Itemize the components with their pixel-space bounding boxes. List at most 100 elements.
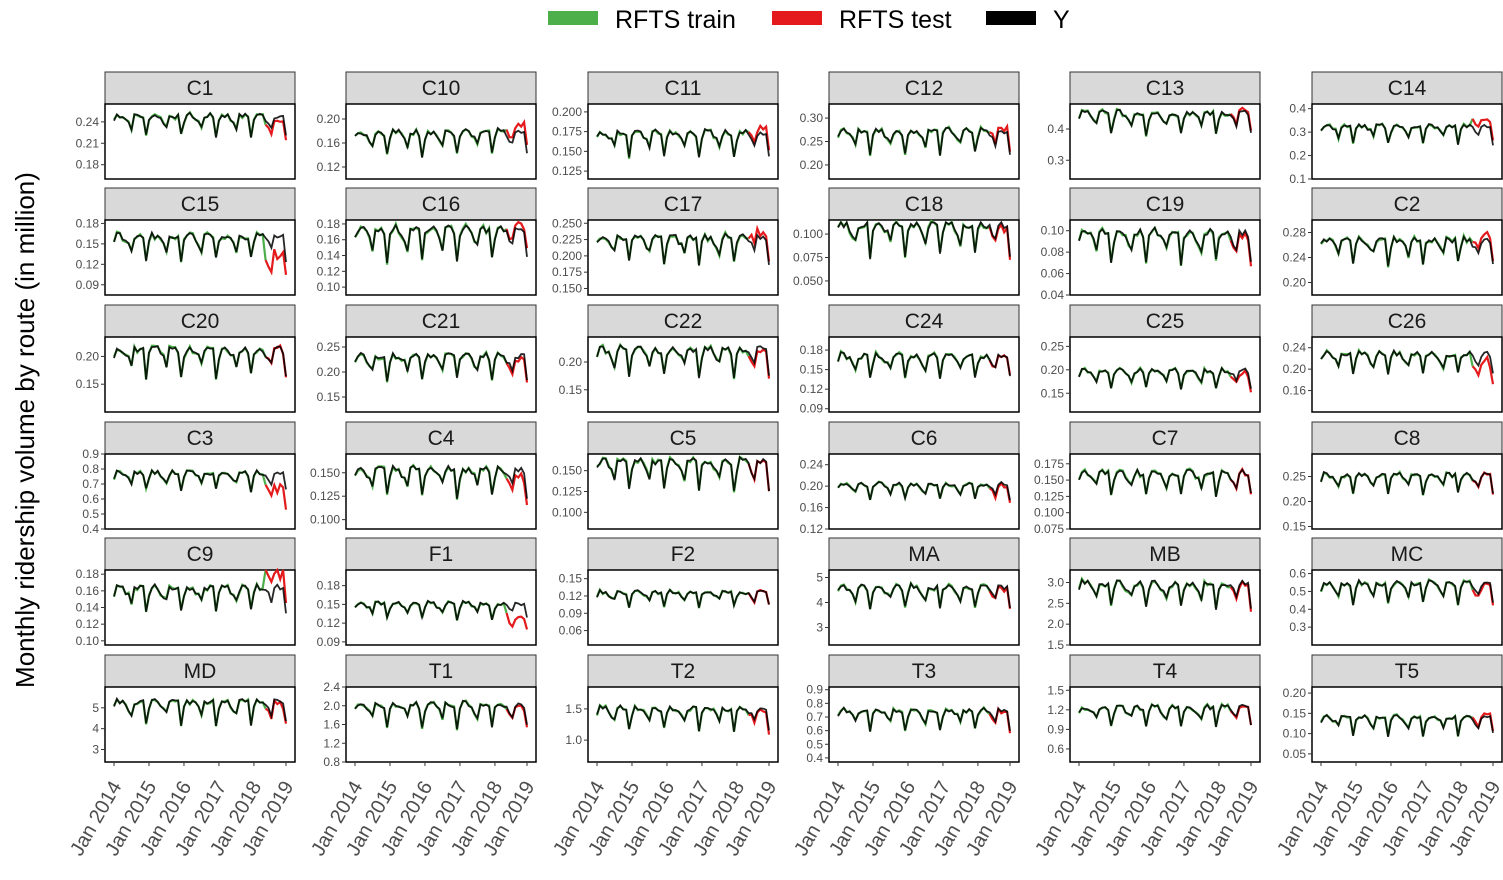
panel-plot-area: [587, 453, 779, 530]
panel-mb: MB 1.5 2.0 2.5 3.0: [1047, 537, 1261, 652]
panel-c11: C11 0.125 0.150 0.175 0.200: [552, 71, 779, 180]
y-tick-label: 0.18: [800, 343, 824, 357]
panel-c9: C9 0.10 0.12 0.14 0.16 0.18: [76, 537, 296, 648]
y-tick-label: 0.175: [1034, 457, 1064, 471]
y-tick-label: 0.20: [317, 365, 341, 379]
panel-title: C22: [664, 310, 703, 333]
series-y: [596, 703, 770, 732]
series-y: [113, 468, 287, 493]
panel-c26: C26 0.16 0.20 0.24: [1283, 304, 1503, 413]
panel-strip: [828, 71, 1020, 105]
panel-title: C4: [428, 427, 455, 450]
y-tick-label: 0.20: [800, 158, 824, 172]
series-rfts-test: [264, 119, 288, 141]
y-tick-label: 0.25: [800, 135, 824, 149]
panel-strip: [1069, 421, 1261, 455]
panel-c2: C2 0.20 0.24 0.28: [1283, 187, 1503, 296]
panel-plot-area: [1069, 453, 1261, 530]
panel-strip: [587, 304, 779, 338]
panel-strip: [104, 71, 296, 105]
panel-c6: C6 0.12 0.16 0.20 0.24: [800, 421, 1020, 536]
panel-title: C2: [1394, 193, 1421, 216]
series-y: [113, 344, 287, 380]
y-tick-label: 5: [92, 701, 99, 715]
legend-label: Y: [1053, 6, 1070, 34]
y-tick-label: 0.12: [317, 264, 341, 278]
panel-plot-area: [104, 453, 296, 530]
series-y: [113, 696, 287, 727]
panel-title: T1: [429, 660, 454, 683]
series-y: [837, 219, 1011, 260]
y-tick-label: 0.10: [317, 280, 341, 294]
y-tick-label: 0.250: [552, 216, 582, 230]
y-tick-label: 2.5: [1047, 596, 1064, 610]
panel-strip: [1311, 654, 1503, 688]
y-tick-label: 0.3: [1047, 153, 1064, 167]
y-tick-label: 0.100: [793, 227, 823, 241]
y-tick-label: 0.6: [82, 492, 99, 506]
legend-swatch: [548, 11, 598, 25]
legend-label: RFTS train: [615, 6, 736, 34]
panel-strip: [345, 421, 537, 455]
panel-title: C9: [187, 543, 214, 566]
y-tick-label: 0.12: [559, 589, 583, 603]
series-y: [1078, 578, 1252, 610]
series-y: [354, 599, 528, 621]
y-tick-label: 0.4: [1047, 122, 1064, 136]
y-tick-label: 0.05: [1283, 747, 1307, 761]
series-y: [596, 232, 770, 266]
y-tick-label: 0.1: [1289, 172, 1306, 186]
y-tick-label: 0.20: [1283, 495, 1307, 509]
y-tick-label: 0.150: [552, 281, 582, 295]
y-tick-label: 0.3: [1289, 620, 1306, 634]
y-tick-label: 0.7: [806, 710, 823, 724]
series-rfts-test: [264, 567, 288, 604]
y-tick-label: 0.16: [800, 501, 824, 515]
y-tick-label: 0.125: [1034, 489, 1064, 503]
y-tick-label: 0.28: [1283, 226, 1307, 240]
panel-c12: C12 0.20 0.25 0.30: [800, 71, 1020, 180]
panel-plot-area: [345, 686, 537, 763]
panel-title: T3: [912, 660, 937, 683]
series-rfts-test: [1229, 368, 1253, 393]
panel-strip: [828, 654, 1020, 688]
y-tick-label: 0.15: [1041, 386, 1065, 400]
panel-title: F1: [429, 543, 454, 566]
y-tick-label: 0.15: [76, 237, 100, 251]
panel-t4: T4 0.6 0.9 1.2 1.5: [1047, 654, 1261, 766]
panel-plot-area: [1311, 219, 1503, 296]
panel-plot-area: [104, 569, 296, 646]
y-tick-label: 0.200: [552, 249, 582, 263]
y-tick-label: 0.24: [1283, 341, 1307, 355]
panel-plot-area: [1069, 686, 1261, 763]
panel-c14: C14 0.1 0.2 0.3 0.4: [1289, 71, 1503, 186]
y-tick-label: 0.10: [1041, 224, 1065, 238]
panel-title: C3: [187, 427, 214, 450]
panel-plot-area: [104, 686, 296, 763]
panel-title: C5: [670, 427, 697, 450]
series-rfts-test: [505, 118, 529, 146]
panel-t2: T2 1.0 1.5: [565, 654, 779, 766]
panel-title: C24: [905, 310, 944, 333]
y-tick-label: 5: [816, 571, 823, 585]
y-tick-label: 0.4: [806, 751, 823, 765]
y-tick-label: 0.18: [76, 158, 100, 172]
y-tick-label: 0.100: [552, 505, 582, 519]
series-rfts-test: [1471, 118, 1495, 141]
panel-t3: T3 0.40.50.60.70.80.9: [806, 654, 1020, 766]
y-tick-label: 0.24: [1283, 251, 1307, 265]
series-y: [837, 126, 1011, 156]
panel-title: C15: [181, 193, 220, 216]
panel-title: MC: [1391, 543, 1424, 566]
y-tick-label: 0.5: [82, 507, 99, 521]
series-y: [596, 127, 770, 158]
y-tick-label: 0.06: [1041, 267, 1065, 281]
series-y: [596, 343, 770, 379]
panel-f1: F1 0.09 0.12 0.15 0.18: [317, 537, 537, 649]
y-tick-label: 0.20: [800, 479, 824, 493]
series-y: [837, 351, 1011, 379]
y-tick-label: 0.20: [76, 349, 100, 363]
y-tick-label: 0.2: [1289, 149, 1306, 163]
panel-c4: C4 0.100 0.125 0.150: [310, 421, 537, 530]
